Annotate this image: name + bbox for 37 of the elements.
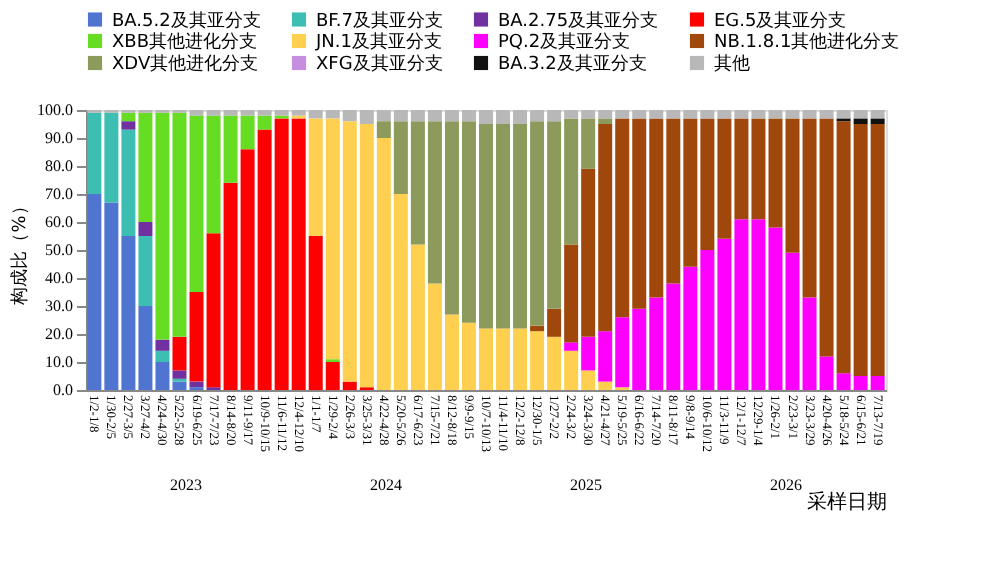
legend-label: BF.7及其亚分支 (316, 9, 443, 32)
y-tick-label: 90.0 (45, 129, 73, 147)
x-axis-title: 采样日期 (807, 490, 887, 515)
legend-label: BA.2.75及其亚分支 (498, 9, 659, 32)
y-tick-label: 10.0 (45, 353, 73, 371)
legend-label: BA.3.2及其亚分支 (498, 53, 647, 75)
y-tick-label: 50.0 (45, 241, 73, 259)
text: 2023 (170, 476, 202, 494)
y-tick-label: 30.0 (45, 297, 73, 315)
text: 2026 (770, 476, 802, 494)
bar (172, 370, 187, 379)
legend-label: BA.5.2及其亚分支 (112, 9, 261, 32)
y-tick-label: 100.0 (37, 101, 73, 119)
bar (138, 222, 153, 236)
legend-label: XBB其他进化分支 (112, 31, 258, 53)
y-tick-label: 20.0 (45, 325, 73, 343)
bar (121, 121, 136, 130)
y-tick-label: 0.0 (53, 381, 73, 399)
y-tick-label: 40.0 (45, 269, 73, 287)
y-tick-label: 70.0 (45, 185, 73, 203)
text: 2025 (570, 476, 602, 494)
bar (138, 236, 153, 306)
bar (155, 350, 170, 362)
legend-label: EG.5及其亚分支 (714, 9, 847, 32)
legend-label: PQ.2及其亚分支 (498, 31, 631, 53)
bar (155, 339, 170, 351)
bar (172, 336, 187, 371)
y-axis-title: 构成比（%） (9, 197, 31, 307)
legend-label: 其他 (714, 53, 750, 75)
legend-label: NB.1.8.1其他进化分支 (714, 31, 900, 53)
text: 2024 (370, 476, 402, 494)
legend-label: XDV其他进化分支 (112, 53, 259, 75)
legend-label: JN.1及其亚分支 (314, 31, 442, 53)
bar (189, 381, 204, 388)
y-tick-label: 60.0 (45, 213, 73, 231)
y-tick-label: 80.0 (45, 157, 73, 175)
legend-label: XFG及其亚分支 (316, 53, 443, 75)
